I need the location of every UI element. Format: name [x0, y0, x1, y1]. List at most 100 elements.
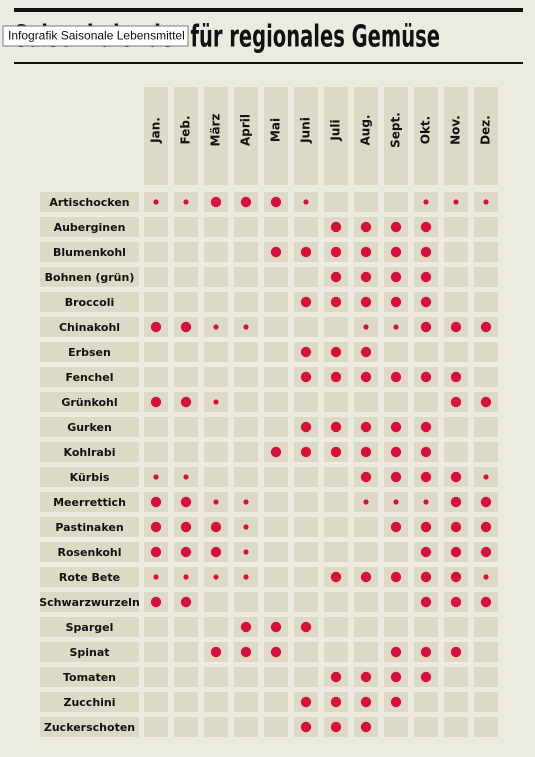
row-label-cell	[40, 542, 139, 562]
month-header-cell	[264, 87, 288, 185]
calendar-cell	[144, 217, 168, 237]
calendar-cell	[324, 542, 348, 562]
season-dot	[330, 371, 342, 383]
season-dot	[330, 221, 342, 233]
season-dot	[240, 646, 252, 658]
season-dot	[240, 621, 252, 633]
season-dot	[360, 446, 372, 458]
season-dot	[483, 474, 489, 480]
calendar-cell	[444, 242, 468, 262]
calendar-cell	[204, 267, 228, 287]
calendar-cell	[444, 692, 468, 712]
vegetable-name: Spargel	[66, 621, 114, 634]
calendar-cell	[174, 617, 198, 637]
season-dot	[150, 521, 162, 533]
season-dot	[450, 471, 462, 483]
calendar-cell	[204, 467, 228, 487]
month-header-cell	[324, 87, 348, 185]
season-dot	[150, 496, 162, 508]
season-dot	[450, 646, 462, 658]
season-dot	[450, 521, 462, 533]
calendar-cell	[384, 717, 408, 737]
season-dot	[300, 346, 312, 358]
calendar-cell	[294, 667, 318, 687]
vegetable-name: Erbsen	[68, 346, 111, 359]
calendar-cell	[474, 292, 498, 312]
month-header: Nov.	[449, 115, 463, 145]
season-dot	[300, 446, 312, 458]
calendar-cell	[354, 617, 378, 637]
vegetable-name: Bohnen (grün)	[45, 271, 135, 284]
month-header-cell	[234, 87, 258, 185]
vegetable-name: Chinakohl	[59, 321, 120, 334]
calendar-cell	[474, 442, 498, 462]
vegetable-name: Gurken	[67, 421, 112, 434]
season-dot	[213, 399, 219, 405]
calendar-cell	[204, 342, 228, 362]
season-dot	[360, 471, 372, 483]
calendar-cell	[174, 242, 198, 262]
calendar-cell	[324, 317, 348, 337]
tooltip: Infografik Saisonale Lebensmittel	[8, 29, 185, 43]
calendar-cell	[144, 617, 168, 637]
calendar-cell	[144, 667, 168, 687]
month-header: Juli	[329, 119, 343, 141]
row-label-cell	[40, 417, 139, 437]
calendar-cell	[264, 667, 288, 687]
month-header-cell	[384, 87, 408, 185]
season-dot	[210, 521, 222, 533]
season-dot	[480, 396, 492, 408]
season-dot	[330, 671, 342, 683]
row-label-cell	[40, 242, 139, 262]
season-dot	[390, 646, 402, 658]
season-dot	[330, 571, 342, 583]
season-dot	[420, 546, 432, 558]
calendar-cell	[264, 292, 288, 312]
calendar-cell	[354, 542, 378, 562]
month-header: Sept.	[389, 112, 403, 148]
calendar-cell	[264, 417, 288, 437]
season-dot	[450, 371, 462, 383]
vegetable-name: Rosenkohl	[57, 546, 121, 559]
season-dot	[243, 574, 249, 580]
calendar-cell	[474, 267, 498, 287]
calendar-cell	[174, 642, 198, 662]
calendar-cell	[204, 692, 228, 712]
calendar-cell	[144, 417, 168, 437]
calendar-cell	[444, 217, 468, 237]
calendar-cell	[324, 592, 348, 612]
calendar-cell	[234, 217, 258, 237]
calendar-cell	[144, 717, 168, 737]
calendar-cell	[354, 642, 378, 662]
vegetable-name: Rote Bete	[59, 571, 120, 584]
vegetable-name: Tomaten	[63, 671, 116, 684]
season-dot	[150, 396, 162, 408]
row-label-cell	[40, 267, 139, 287]
calendar-cell	[174, 692, 198, 712]
month-header-cell	[354, 87, 378, 185]
season-dot	[360, 696, 372, 708]
season-dot	[360, 421, 372, 433]
season-dot	[180, 396, 192, 408]
calendar-cell	[264, 267, 288, 287]
calendar-cell	[384, 392, 408, 412]
season-dot	[420, 596, 432, 608]
calendar-cell	[294, 567, 318, 587]
calendar-cell	[174, 217, 198, 237]
tooltip-box	[2, 25, 189, 47]
season-dot	[270, 196, 282, 208]
season-dot	[450, 321, 462, 333]
season-dot	[363, 499, 369, 505]
row-label-cell	[40, 492, 139, 512]
calendar-cell	[444, 267, 468, 287]
season-dot	[420, 571, 432, 583]
season-dot	[330, 721, 342, 733]
calendar-cell	[294, 592, 318, 612]
month-header: Feb.	[179, 116, 193, 145]
season-dot	[300, 371, 312, 383]
season-dot	[213, 574, 219, 580]
season-dot	[390, 446, 402, 458]
season-dot	[390, 271, 402, 283]
row-label-cell	[40, 367, 139, 387]
